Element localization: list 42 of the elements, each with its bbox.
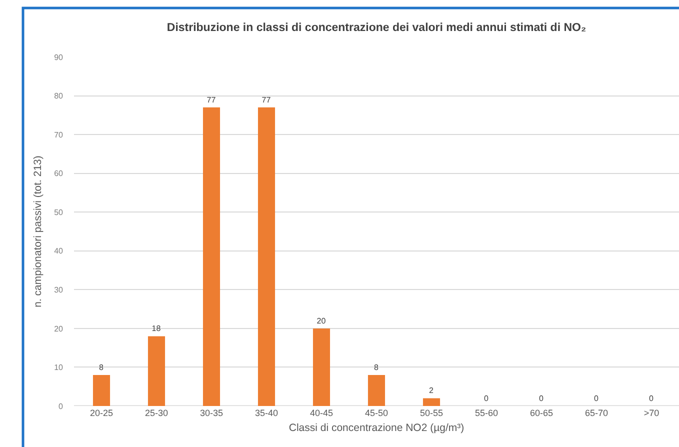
bar [258, 107, 276, 406]
y-tick-label: 30 [54, 285, 64, 294]
data-label: 8 [374, 362, 379, 372]
data-label: 0 [594, 394, 600, 403]
x-tick-label: 60-65 [530, 408, 554, 418]
x-tick-label: 45-50 [364, 408, 388, 418]
y-tick-label: 70 [54, 130, 64, 140]
bar [148, 336, 166, 406]
y-tick-label: 60 [54, 169, 64, 178]
y-axis-title: n. campionatori passivi (tot. 213) [32, 156, 44, 308]
data-label: 0 [484, 394, 490, 403]
bar [368, 374, 386, 406]
bar [422, 398, 440, 406]
data-label: 0 [649, 394, 654, 403]
bar [92, 374, 110, 406]
x-tick-label: 65-70 [584, 408, 608, 418]
y-tick-label: 0 [58, 402, 64, 411]
x-tick-label: 55-60 [474, 408, 498, 418]
x-tick-label: 30-35 [200, 408, 224, 418]
bar [202, 107, 220, 406]
x-tick-label: 25-30 [144, 408, 168, 418]
y-tick-label: 90 [54, 52, 64, 62]
chart-title: Distribuzione in classi di concentrazione dei valori medi annui stimati di NO₂ [166, 22, 586, 34]
x-tick-label: 40-45 [310, 408, 334, 418]
y-tick-label: 10 [54, 363, 64, 372]
data-label: 18 [152, 324, 162, 334]
data-label: 8 [99, 362, 104, 372]
y-tick-label: 20 [54, 324, 64, 334]
y-tick-label: 40 [54, 246, 64, 256]
data-label: 77 [206, 95, 216, 104]
bar [312, 328, 330, 406]
data-label: 0 [539, 394, 544, 403]
y-tick-label: 50 [54, 208, 64, 217]
data-label: 77 [262, 95, 272, 104]
x-tick-label: 50-55 [420, 408, 444, 418]
data-label: 2 [429, 386, 434, 396]
y-tick-label: 80 [54, 92, 64, 101]
x-tick-label: >70 [644, 408, 660, 418]
x-tick-label: 35-40 [254, 408, 278, 418]
x-tick-label: 20-25 [90, 408, 114, 418]
data-label: 20 [316, 316, 326, 326]
x-axis-title: Classi di concentrazione NO2 (µg/m³) [288, 422, 464, 434]
